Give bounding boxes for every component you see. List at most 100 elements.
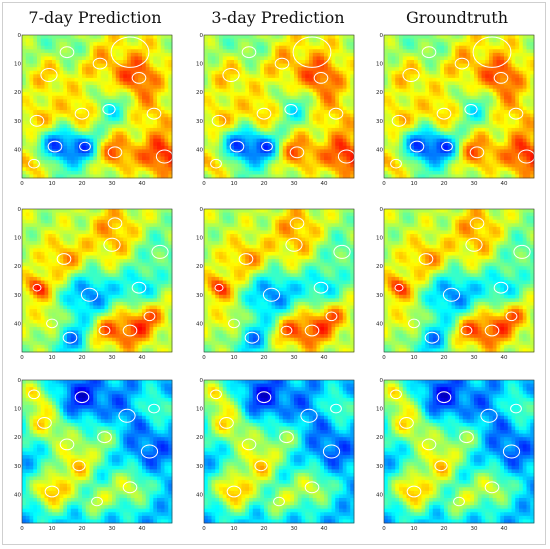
y-tick-label: 30 — [376, 119, 383, 125]
contour-line — [394, 283, 404, 292]
contour-line — [211, 114, 227, 127]
contour-line — [424, 331, 440, 344]
contour-line — [256, 391, 272, 404]
contour-line — [505, 311, 518, 322]
x-tick-label: 40 — [501, 526, 508, 532]
y-tick-label: 0 — [18, 378, 22, 384]
contour-line — [484, 481, 500, 494]
contour-line — [442, 287, 461, 302]
y-tick-label: 30 — [14, 293, 21, 299]
x-tick-label: 10 — [231, 355, 238, 361]
contour-line — [28, 389, 40, 400]
y-tick-label: 40 — [196, 492, 203, 498]
x-tick-label: 40 — [501, 355, 508, 361]
contour-line — [262, 287, 281, 302]
contour-line — [460, 325, 473, 336]
contour-line — [140, 444, 159, 459]
heatmap-panel-r2-c2: 0 10 20 30 40 0 10 20 30 40 — [196, 207, 355, 361]
y-tick-label: 30 — [376, 293, 383, 299]
y-tick-label: 40 — [196, 147, 203, 153]
contour-line — [44, 485, 60, 498]
contour-line — [72, 460, 86, 472]
x-tick-label: 0 — [20, 181, 24, 187]
x-tick-label: 0 — [382, 181, 386, 187]
y-tick-label: 10 — [14, 236, 21, 242]
contour-line — [98, 325, 111, 336]
x-tick-label: 40 — [321, 181, 328, 187]
contour-line — [103, 237, 121, 252]
x-tick-label: 20 — [441, 526, 448, 532]
x-tick-label: 30 — [109, 181, 116, 187]
contour-line — [421, 46, 437, 59]
x-tick-label: 30 — [291, 526, 298, 532]
heatmap-panel-r3-c3: 0 10 20 30 40 0 10 20 30 40 — [376, 378, 535, 532]
contour-line — [304, 481, 320, 494]
y-tick-label: 40 — [376, 321, 383, 327]
y-tick-label: 20 — [196, 435, 203, 441]
contour-line — [122, 324, 138, 337]
x-tick-label: 0 — [202, 526, 206, 532]
x-tick-label: 20 — [441, 355, 448, 361]
x-tick-label: 40 — [139, 355, 146, 361]
contour-line — [122, 481, 138, 494]
contour-line — [289, 217, 305, 230]
y-tick-label: 30 — [14, 119, 21, 125]
contour-line — [219, 417, 234, 429]
contour-line — [304, 324, 320, 337]
column-title-groundtruth: Groundtruth — [405, 8, 509, 27]
contour-line — [131, 72, 147, 84]
contour-line — [390, 389, 402, 400]
x-tick-label: 30 — [471, 355, 478, 361]
y-tick-label: 20 — [196, 90, 203, 96]
contour-line — [151, 244, 169, 259]
contour-line — [418, 253, 434, 265]
contour-line — [285, 237, 303, 252]
contour-line — [238, 253, 254, 265]
contour-line — [328, 107, 344, 120]
x-tick-label: 20 — [441, 181, 448, 187]
contour-line — [214, 283, 224, 292]
contour-line — [254, 460, 268, 472]
contour-line — [510, 403, 522, 414]
x-tick-label: 0 — [202, 355, 206, 361]
x-tick-label: 30 — [109, 355, 116, 361]
contour-line — [62, 331, 78, 344]
contour-line — [118, 408, 136, 423]
x-tick-label: 10 — [231, 181, 238, 187]
contour-line — [110, 36, 150, 68]
y-tick-label: 30 — [196, 119, 203, 125]
y-tick-label: 20 — [376, 90, 383, 96]
y-tick-label: 0 — [380, 207, 384, 213]
contour-line — [480, 408, 498, 423]
x-tick-label: 10 — [49, 526, 56, 532]
y-tick-label: 40 — [376, 147, 383, 153]
x-tick-label: 20 — [79, 526, 86, 532]
heatmap-panel-r1-c2: 0 10 20 30 40 0 10 20 30 40 — [196, 33, 356, 187]
contour-line — [300, 408, 318, 423]
heatmap-panel-r3-c2: 0 10 20 30 40 0 10 20 30 40 — [196, 378, 355, 532]
y-tick-label: 10 — [196, 62, 203, 68]
contour-line — [399, 417, 414, 429]
contour-line — [513, 244, 531, 259]
contour-line — [244, 331, 260, 344]
contour-line — [37, 417, 52, 429]
y-tick-label: 40 — [14, 147, 21, 153]
contour-line — [47, 140, 63, 153]
contour-line — [434, 460, 448, 472]
contour-line — [502, 444, 521, 459]
contour-line — [274, 57, 290, 70]
contour-line — [261, 141, 273, 152]
contour-line — [469, 146, 485, 159]
x-tick-label: 10 — [49, 181, 56, 187]
contour-line — [29, 114, 45, 127]
y-tick-label: 20 — [14, 435, 21, 441]
contour-line — [464, 104, 478, 115]
x-tick-label: 0 — [20, 526, 24, 532]
contour-line — [56, 253, 72, 265]
y-tick-label: 20 — [376, 264, 383, 270]
contour-line — [409, 140, 425, 153]
contour-line — [313, 281, 329, 294]
y-tick-label: 10 — [196, 236, 203, 242]
contour-line — [280, 325, 293, 336]
x-tick-label: 30 — [291, 355, 298, 361]
